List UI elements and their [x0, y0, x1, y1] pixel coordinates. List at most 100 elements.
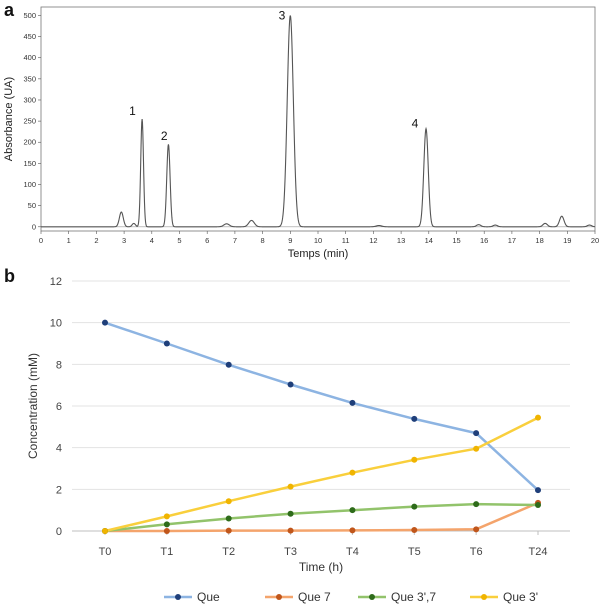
series-point [163, 340, 170, 347]
y-tick-label: 500 [23, 11, 36, 20]
series-line [104, 416, 539, 533]
panel-label-a: a [4, 0, 15, 20]
plot-frame [40, 6, 596, 232]
series-point [349, 507, 356, 514]
series-point [102, 528, 108, 534]
x-tick-label: 8 [261, 236, 265, 245]
x-axis-title: Time (h) [299, 560, 343, 574]
peak-label: 1 [129, 104, 136, 118]
x-tick-label: 1 [67, 236, 71, 245]
chromatogram-trace [41, 15, 596, 228]
series-point [287, 381, 294, 388]
series-point [163, 528, 170, 534]
peak-label: 3 [279, 9, 286, 23]
legend-label: Que 7 [298, 590, 331, 604]
series-line [105, 501, 539, 533]
x-tick-label: T2 [222, 546, 235, 558]
y-tick-label: 6 [56, 401, 62, 413]
series-line [104, 502, 539, 533]
series-point [287, 510, 294, 517]
y-tick-label: 200 [23, 138, 36, 147]
legend-label: Que 3' [503, 590, 538, 604]
peak-label: 4 [412, 116, 419, 130]
series-point [349, 399, 356, 406]
y-tick-label: 10 [50, 318, 62, 330]
series-point [287, 527, 294, 534]
series-point [163, 513, 170, 520]
series-point [102, 319, 108, 326]
x-tick-label: 15 [452, 236, 460, 245]
y-tick-label: 100 [23, 180, 36, 189]
y-tick-label: 400 [23, 53, 36, 62]
x-tick-label: 10 [314, 236, 322, 245]
series-point [411, 503, 418, 510]
series-line [104, 321, 539, 492]
legend-label: Que 3',7 [391, 590, 436, 604]
x-tick-label: T1 [160, 546, 173, 558]
x-tick-label: 11 [342, 236, 350, 245]
series-point [225, 361, 232, 368]
series-point [473, 445, 480, 452]
x-axis-title: Temps (min) [288, 248, 349, 260]
series-point [411, 456, 418, 463]
y-tick-label: 50 [28, 201, 36, 210]
series-point [473, 501, 480, 508]
legend-marker [481, 594, 487, 600]
series-point [225, 527, 232, 534]
y-tick-label: 4 [56, 443, 62, 455]
series-point [535, 414, 541, 421]
panel-label-b: b [4, 266, 15, 286]
series-point [535, 487, 541, 494]
concentration-chart: 0 2 4 6 8 10 12 T0 T1 T2 T3 T4 T5 T6 T24 Time (h) Concen… [26, 276, 570, 604]
x-tick-label: 5 [177, 236, 181, 245]
y-tick-label: 12 [50, 276, 62, 288]
y-tick-label: 250 [23, 117, 36, 126]
peak-label: 2 [161, 129, 168, 143]
legend-label: Que [197, 590, 220, 604]
legend-marker [175, 594, 181, 600]
y-tick-label: 450 [23, 32, 36, 41]
x-tick-label: 2 [94, 236, 98, 245]
x-tick-label: 17 [508, 236, 516, 245]
series-point [411, 526, 418, 533]
y-tick-label: 0 [32, 222, 36, 231]
y-tick-label: 8 [56, 359, 62, 371]
series-point [473, 526, 480, 533]
y-tick-label: 350 [23, 74, 36, 83]
series-point [163, 521, 170, 528]
series-point [225, 515, 232, 522]
y-tick-label: 150 [23, 159, 36, 168]
y-axis-title: Concentration (mM) [26, 353, 40, 459]
x-tick-label: 14 [425, 236, 433, 245]
x-tick-label: T0 [99, 546, 112, 558]
series-point [535, 501, 541, 508]
x-tick-label: 18 [535, 236, 543, 245]
series-point [349, 469, 356, 476]
x-tick-label: T24 [529, 546, 548, 558]
legend-marker [369, 594, 375, 600]
x-tick-label: 13 [397, 236, 405, 245]
series-point [225, 498, 232, 505]
x-tick-label: T6 [470, 546, 483, 558]
y-tick-label: 300 [23, 95, 36, 104]
x-tick-label: 4 [150, 236, 154, 245]
series-point [349, 527, 356, 534]
x-tick-label: 9 [288, 236, 292, 245]
x-tick-label: 12 [369, 236, 377, 245]
y-axis-title: Absorbance (UA) [3, 77, 15, 161]
series-point [411, 415, 418, 422]
x-tick-label: 16 [480, 236, 488, 245]
legend-marker [276, 594, 282, 600]
x-tick-label: 6 [205, 236, 209, 245]
x-tick-label: 3 [122, 236, 126, 245]
x-tick-label: 0 [39, 236, 43, 245]
y-tick-label: 0 [56, 526, 62, 538]
x-tick-label: T5 [408, 546, 421, 558]
x-tick-label: 7 [233, 236, 237, 245]
series-point [287, 483, 294, 490]
y-tick-label: 2 [56, 484, 62, 496]
x-tick-label: T3 [284, 546, 297, 558]
series-point [473, 430, 480, 437]
